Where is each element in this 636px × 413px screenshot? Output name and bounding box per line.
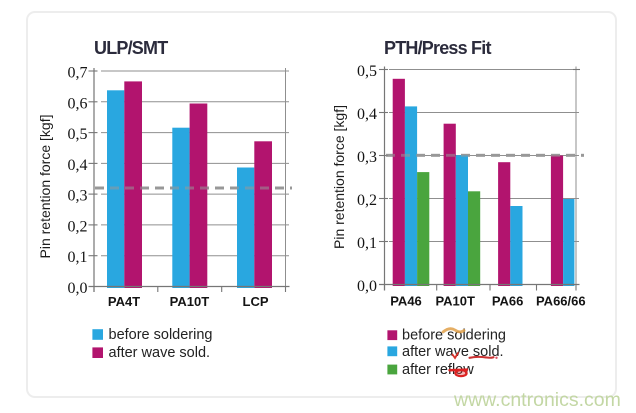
svg-text:0,1: 0,1	[68, 249, 88, 266]
svg-text:0,3: 0,3	[357, 149, 377, 166]
svg-text:after wave sold.: after wave sold.	[402, 344, 504, 360]
svg-text:after wave sold.: after wave sold.	[109, 345, 211, 361]
svg-text:PTH/Press Fit: PTH/Press Fit	[384, 38, 491, 58]
svg-text:PA66/66: PA66/66	[536, 294, 586, 309]
svg-text:PA4T: PA4T	[108, 294, 140, 309]
svg-text:0,2: 0,2	[357, 192, 377, 209]
svg-text:Pin retention force [kgf]: Pin retention force [kgf]	[331, 105, 347, 249]
svg-text:PA46: PA46	[390, 294, 422, 309]
svg-text:PA10T: PA10T	[170, 294, 210, 309]
svg-text:0,7: 0,7	[68, 65, 88, 82]
svg-text:PA66: PA66	[492, 294, 524, 309]
svg-text:0,0: 0,0	[68, 280, 88, 297]
svg-text:0,4: 0,4	[68, 157, 88, 174]
svg-text:0,1: 0,1	[357, 235, 377, 252]
svg-text:0,4: 0,4	[357, 106, 377, 123]
svg-text:0,5: 0,5	[68, 126, 88, 143]
svg-text:0,0: 0,0	[357, 278, 377, 295]
svg-text:0,2: 0,2	[68, 218, 88, 235]
svg-text:LCP: LCP	[243, 294, 269, 309]
svg-text:Pin retention force [kgf]: Pin retention force [kgf]	[37, 115, 53, 259]
svg-text:0,6: 0,6	[68, 95, 88, 112]
svg-text:www.cntronics.com: www.cntronics.com	[453, 389, 621, 411]
svg-text:before soldering: before soldering	[402, 328, 506, 344]
svg-text:0,5: 0,5	[357, 63, 377, 80]
svg-text:before soldering: before soldering	[109, 327, 213, 343]
svg-text:PA10T: PA10T	[435, 294, 475, 309]
svg-text:0,3: 0,3	[68, 188, 88, 205]
svg-text:ULP/SMT: ULP/SMT	[94, 38, 168, 58]
